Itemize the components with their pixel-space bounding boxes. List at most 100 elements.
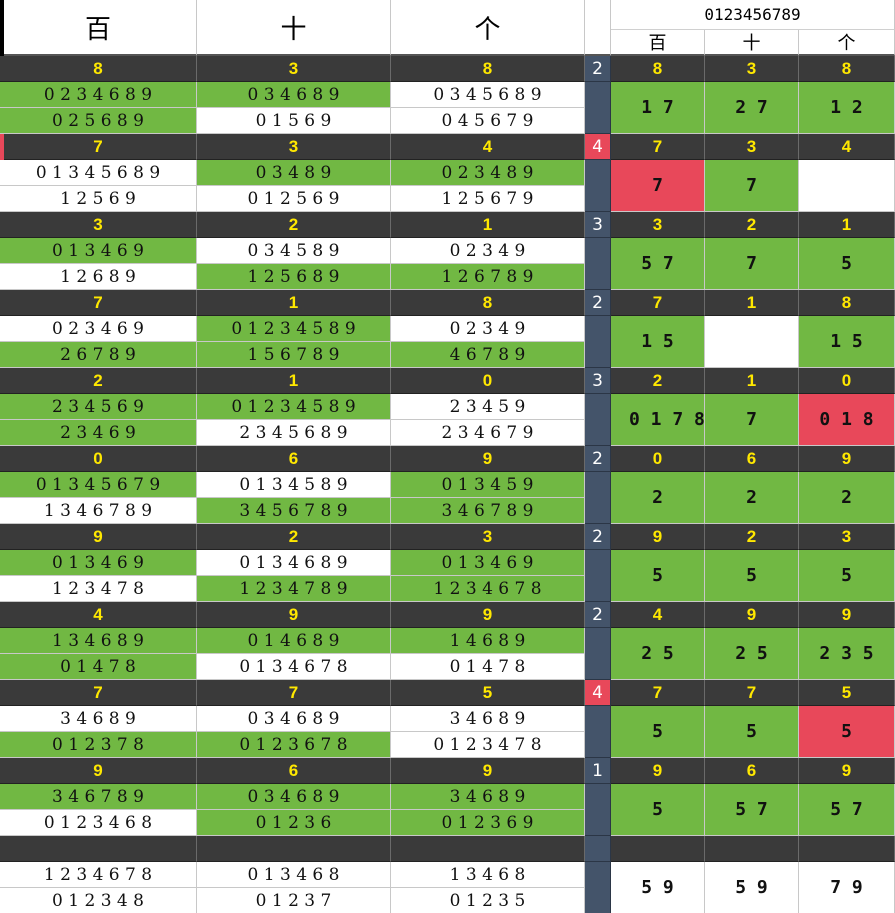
repeat-count[interactable]: 2	[585, 602, 611, 628]
draw-digit[interactable]: 6	[197, 446, 391, 472]
result-cell[interactable]: 1 7	[611, 82, 705, 134]
digit-list[interactable]: 0 1 2 3 6 9	[391, 810, 585, 836]
header-sub-hundreds[interactable]: 百	[611, 30, 705, 56]
digit-list[interactable]: 3 4 6 7 8 9	[391, 498, 585, 524]
draw-digit[interactable]: 7	[0, 680, 197, 706]
repeat-count[interactable]: 2	[585, 524, 611, 550]
draw-digit-copy[interactable]: 1	[705, 290, 799, 316]
draw-digit-copy[interactable]: 4	[611, 602, 705, 628]
digit-list[interactable]: 1 3 4 6 7 8 9	[0, 498, 197, 524]
digit-list[interactable]: 0 1 2 3 4 8	[0, 888, 197, 913]
draw-digit[interactable]: 2	[197, 524, 391, 550]
draw-digit[interactable]: 6	[197, 758, 391, 784]
draw-digit-copy[interactable]: 1	[799, 212, 895, 238]
result-cell[interactable]: 5 7	[705, 784, 799, 836]
result-cell[interactable]: 7	[705, 394, 799, 446]
digit-list[interactable]: 3 4 6 8 9	[391, 706, 585, 732]
result-cell[interactable]: 5	[799, 238, 895, 290]
draw-digit-copy[interactable]: 7	[611, 134, 705, 160]
header-hundreds[interactable]: 百	[0, 0, 197, 56]
result-cell[interactable]: 2 5	[705, 628, 799, 680]
digit-list[interactable]: 0 1 2 5 6 9	[197, 186, 391, 212]
result-cell[interactable]: 5 7	[799, 784, 895, 836]
draw-digit-copy[interactable]: 7	[611, 680, 705, 706]
draw-digit[interactable]: 3	[197, 56, 391, 82]
digit-list[interactable]: 0 1 3 4 6 9	[0, 550, 197, 576]
digit-list[interactable]: 3 4 6 7 8 9	[0, 784, 197, 810]
repeat-count[interactable]: 2	[585, 290, 611, 316]
header-units[interactable]: 个	[391, 0, 585, 56]
digit-list[interactable]: 2 6 7 8 9	[0, 342, 197, 368]
draw-digit[interactable]: 3	[197, 134, 391, 160]
digit-list[interactable]: 0 1 2 3 4 5 8 9	[197, 316, 391, 342]
digit-list[interactable]: 1 2 3 4 7 8	[0, 576, 197, 602]
result-cell[interactable]: 2 7	[705, 82, 799, 134]
draw-digit[interactable]: 5	[391, 680, 585, 706]
digit-list[interactable]: 0 1 3 4 6 8	[197, 862, 391, 888]
digit-list[interactable]: 4 6 7 8 9	[391, 342, 585, 368]
draw-digit-copy[interactable]: 7	[705, 680, 799, 706]
result-cell[interactable]	[705, 316, 799, 368]
draw-digit-copy[interactable]: 7	[611, 290, 705, 316]
result-cell[interactable]: 0 1 8	[799, 394, 895, 446]
draw-digit-copy[interactable]: 0	[799, 368, 895, 394]
draw-digit-copy[interactable]: 4	[799, 134, 895, 160]
digit-list[interactable]: 0 3 4 8 9	[197, 160, 391, 186]
draw-digit-copy[interactable]: 9	[705, 602, 799, 628]
digit-list[interactable]: 0 1 3 4 6 8 9	[197, 550, 391, 576]
digit-list[interactable]: 0 1 3 4 6 9	[391, 550, 585, 576]
digit-list[interactable]: 3 4 5 6 7 8 9	[197, 498, 391, 524]
digit-list[interactable]: 0 1 5 6 9	[197, 108, 391, 134]
result-cell[interactable]: 2	[611, 472, 705, 524]
draw-digit-copy[interactable]: 9	[799, 758, 895, 784]
result-cell[interactable]: 2 5	[611, 628, 705, 680]
draw-digit-copy[interactable]: 2	[705, 212, 799, 238]
draw-digit[interactable]: 0	[391, 368, 585, 394]
draw-digit[interactable]: 9	[197, 602, 391, 628]
draw-digit[interactable]: 4	[391, 134, 585, 160]
draw-empty[interactable]	[391, 836, 585, 862]
result-cell[interactable]: 5	[799, 706, 895, 758]
repeat-count[interactable]: 2	[585, 56, 611, 82]
draw-digit[interactable]: 1	[391, 212, 585, 238]
digit-list[interactable]: 1 2 6 7 8 9	[391, 264, 585, 290]
digit-list[interactable]: 0 1 3 4 5 8 9	[197, 472, 391, 498]
header-digits-title[interactable]: 0123456789	[611, 0, 895, 30]
result-cell[interactable]: 7	[705, 160, 799, 212]
draw-digit[interactable]: 7	[0, 290, 197, 316]
draw-digit[interactable]: 0	[0, 446, 197, 472]
draw-digit-copy[interactable]: 1	[705, 368, 799, 394]
digit-list[interactable]: 2 3 4 5 6 9	[0, 394, 197, 420]
draw-digit[interactable]: 9	[391, 602, 585, 628]
draw-digit-copy[interactable]: 8	[799, 56, 895, 82]
digit-list[interactable]: 2 3 4 5 9	[391, 394, 585, 420]
draw-digit-copy[interactable]: 3	[799, 524, 895, 550]
header-sub-units[interactable]: 个	[799, 30, 895, 56]
digit-list[interactable]: 2 3 4 5 6 8 9	[197, 420, 391, 446]
repeat-count[interactable]: 3	[585, 368, 611, 394]
result-cell[interactable]: 5	[611, 784, 705, 836]
draw-digit[interactable]: 2	[0, 368, 197, 394]
draw-digit[interactable]: 3	[0, 212, 197, 238]
draw-digit[interactable]: 1	[197, 290, 391, 316]
repeat-count[interactable]: 1	[585, 758, 611, 784]
draw-digit-copy[interactable]: 0	[611, 446, 705, 472]
result-cell[interactable]: 5	[705, 706, 799, 758]
draw-digit[interactable]: 7	[0, 134, 197, 160]
digit-list[interactable]: 0 1 2 3 7 8	[0, 732, 197, 758]
draw-digit[interactable]: 9	[391, 758, 585, 784]
draw-digit[interactable]: 3	[391, 524, 585, 550]
digit-list[interactable]: 1 2 3 4 6 7 8	[0, 862, 197, 888]
draw-digit-copy[interactable]: 5	[799, 680, 895, 706]
digit-list[interactable]: 0 4 5 6 7 9	[391, 108, 585, 134]
draw-empty[interactable]	[705, 836, 799, 862]
digit-list[interactable]: 1 3 4 6 8 9	[0, 628, 197, 654]
result-cell[interactable]: 5	[611, 550, 705, 602]
digit-list[interactable]: 0 1 2 3 6 7 8	[197, 732, 391, 758]
digit-list[interactable]: 1 2 5 6 7 9	[391, 186, 585, 212]
draw-digit-copy[interactable]: 6	[705, 758, 799, 784]
result-cell[interactable]: 5 9	[705, 862, 799, 913]
repeat-count[interactable]: 4	[585, 134, 611, 160]
header-sub-tens[interactable]: 十	[705, 30, 799, 56]
digit-list[interactable]: 1 2 3 4 7 8 9	[197, 576, 391, 602]
